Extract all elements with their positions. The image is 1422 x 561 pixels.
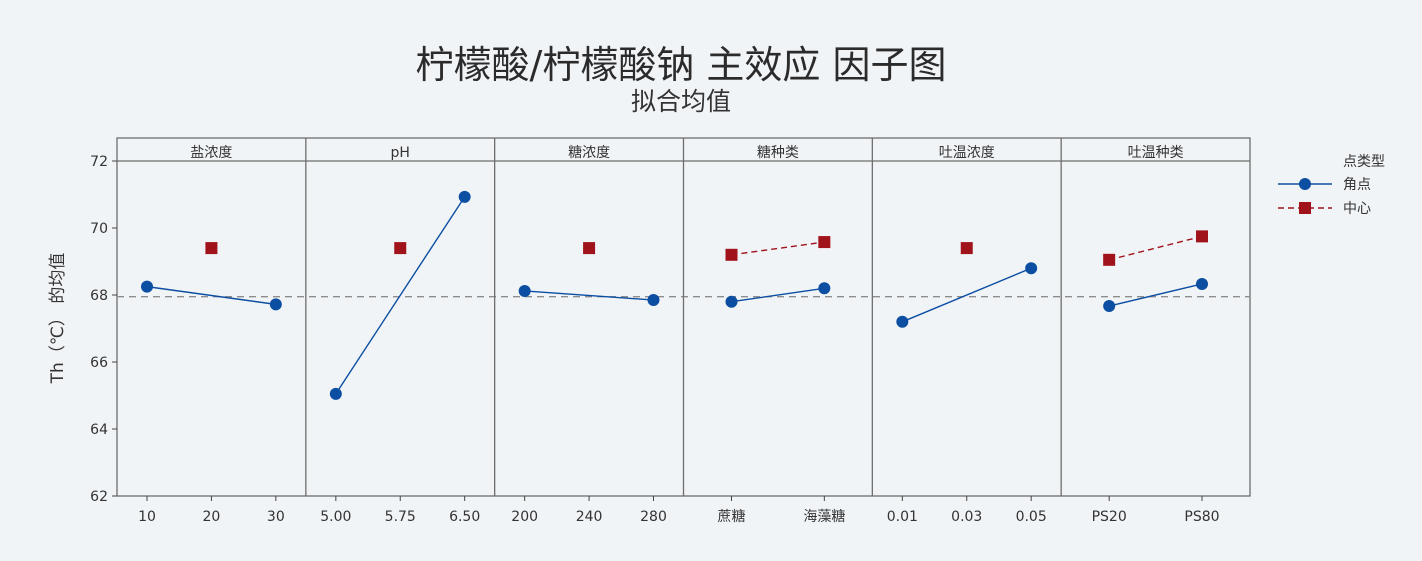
x-tick-label: 0.03 [951, 509, 982, 525]
corner-point [269, 298, 282, 311]
chart-subtitle: 拟合均值 [630, 87, 731, 116]
corner-series-line [335, 196, 466, 395]
center-point [1196, 230, 1208, 243]
y-tick-label: 64 [90, 422, 108, 438]
legend-label: 角点 [1343, 177, 1371, 193]
x-tick-label: 6.50 [449, 509, 480, 525]
center-series-line [731, 241, 825, 256]
corner-point [896, 315, 909, 328]
x-tick-label: 240 [576, 509, 603, 525]
corner-series-line [1109, 283, 1203, 307]
center-point [725, 248, 738, 261]
panel-header-label: 糖种类 [757, 145, 799, 161]
x-tick-label: 200 [511, 509, 538, 525]
x-tick-label: 蔗糖 [718, 509, 746, 525]
y-tick-label: 72 [90, 154, 108, 170]
corner-series-line [731, 287, 825, 303]
corner-point [1025, 262, 1038, 275]
x-tick-label: PS80 [1184, 509, 1219, 525]
chart-title: 柠檬酸/柠檬酸钠 主效应 因子图 [415, 43, 947, 87]
corner-point [518, 284, 531, 297]
x-tick-label: 280 [640, 509, 667, 525]
center-point [1103, 253, 1116, 266]
center-point [960, 242, 973, 255]
center-point [583, 242, 596, 255]
corner-series-line [902, 267, 1032, 323]
panel-header-label: 糖浓度 [568, 145, 610, 161]
corner-point [818, 282, 831, 295]
x-tick-label: 10 [138, 509, 156, 525]
corner-point [1196, 277, 1208, 290]
center-point [394, 242, 407, 255]
panel-header-label: 吐温种类 [1128, 145, 1184, 161]
x-tick-label: 30 [267, 509, 285, 525]
center-series-line [1108, 235, 1203, 261]
y-axis-label: Th（℃） 的均值 [48, 253, 68, 385]
corner-point [725, 295, 738, 308]
corner-point [458, 190, 471, 203]
panel-header-label: pH [391, 145, 410, 161]
y-tick-label: 70 [90, 221, 108, 237]
panel-header-label: 吐温浓度 [939, 145, 995, 161]
x-tick-label: 5.00 [320, 509, 351, 525]
y-tick-label: 62 [90, 489, 108, 505]
corner-point [647, 294, 660, 307]
corner-point [1103, 300, 1116, 313]
corner-series-line [524, 290, 654, 301]
corner-point [329, 387, 342, 400]
corner-series-line [146, 285, 276, 306]
x-tick-label: PS20 [1092, 509, 1127, 525]
panel-header-label: 盐浓度 [190, 145, 232, 161]
x-tick-label: 海藻糖 [803, 509, 845, 525]
legend-marker-circle [1299, 178, 1311, 190]
y-tick-label: 68 [90, 288, 108, 304]
center-point [818, 236, 831, 249]
legend-marker-square [1299, 202, 1311, 214]
legend-title: 点类型 [1343, 154, 1385, 170]
x-tick-label: 20 [203, 509, 221, 525]
center-point [205, 242, 218, 255]
corner-point [141, 280, 153, 293]
x-tick-label: 0.01 [887, 509, 918, 525]
y-tick-label: 66 [90, 355, 108, 371]
x-tick-label: 5.75 [385, 509, 416, 525]
legend-label: 中心 [1343, 201, 1371, 217]
x-tick-label: 0.05 [1016, 509, 1047, 525]
